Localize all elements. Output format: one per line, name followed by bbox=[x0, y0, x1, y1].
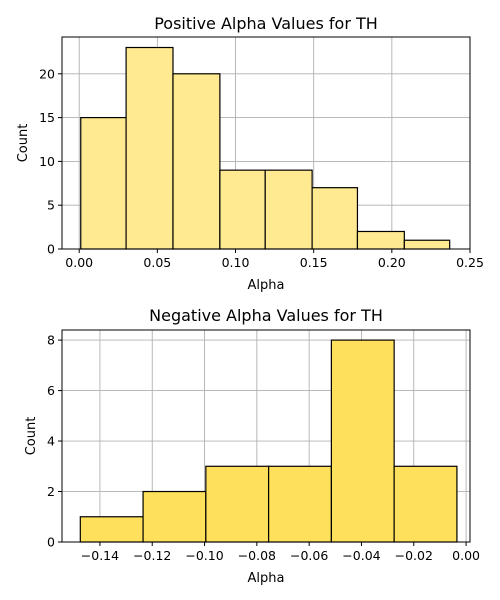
y-axis-label: Count bbox=[24, 417, 39, 456]
y-tick-label: 6 bbox=[47, 383, 55, 398]
histogram-bar bbox=[172, 73, 221, 250]
chart-title: Positive Alpha Values for TH bbox=[154, 14, 378, 33]
x-tick-label: −0.08 bbox=[238, 548, 276, 563]
y-tick-label: 0 bbox=[47, 535, 55, 550]
x-tick-label: 0.00 bbox=[65, 255, 93, 270]
histogram-bar bbox=[142, 490, 207, 543]
x-tick-label: 0.15 bbox=[300, 255, 328, 270]
y-axis-label: Count bbox=[16, 124, 31, 163]
histogram-bar bbox=[356, 230, 405, 250]
histogram-bar bbox=[79, 516, 144, 543]
y-tick-label: 4 bbox=[47, 434, 55, 449]
x-tick-label: −0.12 bbox=[133, 548, 171, 563]
y-tick-label: 8 bbox=[47, 333, 55, 348]
x-axis-label: Alpha bbox=[248, 571, 285, 586]
x-tick-label: 0.05 bbox=[143, 255, 171, 270]
histogram-bar bbox=[80, 116, 127, 250]
negative-alpha-chart: Negative Alpha Values for TH Alpha Count… bbox=[24, 306, 480, 586]
x-tick-label: 0.00 bbox=[452, 548, 480, 563]
histogram-bar bbox=[125, 46, 174, 250]
y-tick-label: 2 bbox=[47, 484, 55, 499]
positive-alpha-chart: Positive Alpha Values for TH Alpha Count… bbox=[16, 14, 484, 293]
x-tick-label: −0.10 bbox=[185, 548, 223, 563]
plot-frame bbox=[61, 36, 471, 250]
y-tick-label: 0 bbox=[47, 242, 55, 257]
histogram-bar bbox=[205, 465, 270, 543]
x-tick-label: −0.14 bbox=[81, 548, 119, 563]
y-tick-label: 20 bbox=[39, 66, 55, 81]
histogram-bar bbox=[268, 465, 332, 543]
x-axis-label: Alpha bbox=[248, 278, 285, 293]
histogram-bar bbox=[330, 339, 395, 543]
x-tick-label: −0.02 bbox=[395, 548, 433, 563]
y-tick-label: 5 bbox=[47, 198, 55, 213]
x-tick-label: 0.25 bbox=[456, 255, 484, 270]
x-tick-label: 0.10 bbox=[222, 255, 250, 270]
x-tick-label: −0.06 bbox=[290, 548, 328, 563]
histogram-bar bbox=[219, 169, 266, 250]
y-tick-label: 15 bbox=[39, 110, 55, 125]
x-tick-label: −0.04 bbox=[342, 548, 380, 563]
histogram-bar bbox=[403, 239, 451, 250]
x-tick-label: 0.20 bbox=[378, 255, 406, 270]
chart-title: Negative Alpha Values for TH bbox=[149, 306, 383, 325]
histogram-bar bbox=[264, 169, 313, 250]
histogram-bar bbox=[311, 187, 359, 250]
plot-frame bbox=[61, 329, 471, 543]
y-tick-label: 10 bbox=[39, 154, 55, 169]
histogram-bar bbox=[393, 465, 458, 543]
